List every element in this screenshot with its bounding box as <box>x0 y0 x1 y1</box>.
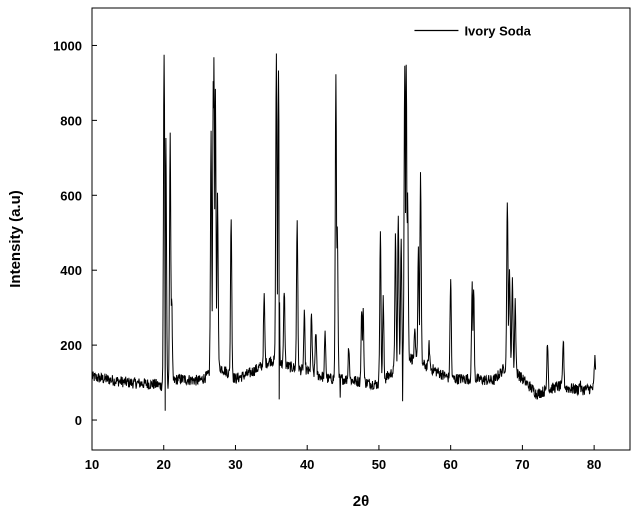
y-tick-label: 800 <box>60 113 82 128</box>
series-line-ivory-soda <box>91 53 597 411</box>
y-tick-label: 400 <box>60 263 82 278</box>
x-tick-label: 30 <box>228 457 242 472</box>
y-axis-label: Intensity (a.u) <box>7 190 24 288</box>
x-tick-label: 40 <box>300 457 314 472</box>
x-tick-label: 70 <box>515 457 529 472</box>
legend-label-ivory-soda: Ivory Soda <box>464 23 531 38</box>
x-tick-label: 20 <box>156 457 170 472</box>
x-tick-label: 60 <box>443 457 457 472</box>
x-tick-label: 10 <box>85 457 99 472</box>
x-tick-label: 80 <box>587 457 601 472</box>
plot-area <box>91 53 597 411</box>
y-tick-label: 1000 <box>53 38 82 53</box>
x-axis-label: 2θ <box>353 493 369 510</box>
y-tick-label: 200 <box>60 338 82 353</box>
y-tick-label: 0 <box>75 413 82 428</box>
x-tick-label: 50 <box>372 457 386 472</box>
legend: Ivory Soda <box>414 23 532 38</box>
plot-frame <box>91 7 631 451</box>
y-axis: 0 200 400 600 800 1000 <box>53 38 97 428</box>
x-axis: 10 20 30 40 50 60 70 80 <box>85 445 601 472</box>
y-tick-label: 600 <box>60 188 82 203</box>
